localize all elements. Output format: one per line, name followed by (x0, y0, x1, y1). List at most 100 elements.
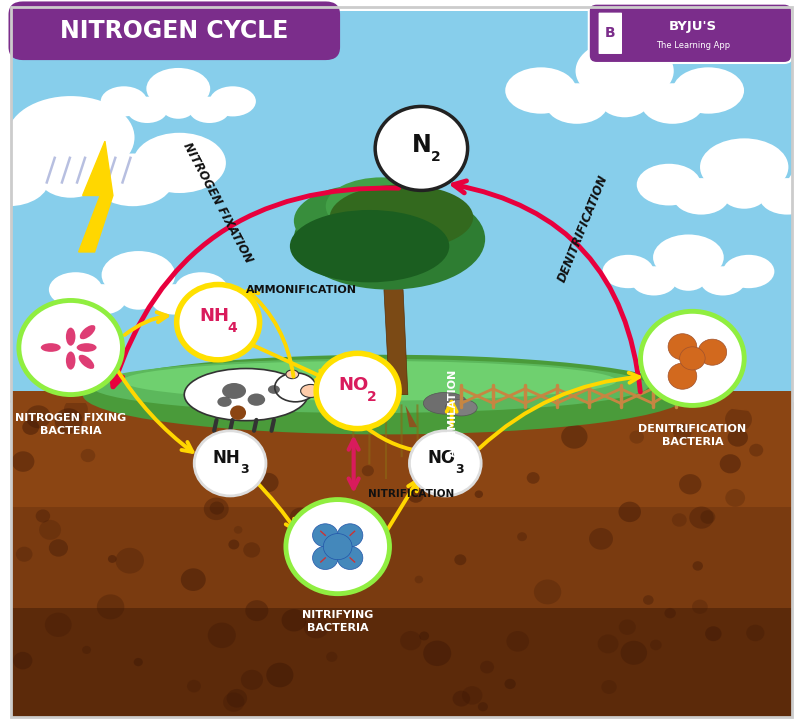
Ellipse shape (41, 343, 61, 352)
Circle shape (690, 507, 714, 529)
Circle shape (49, 539, 68, 557)
Ellipse shape (82, 355, 689, 434)
Circle shape (12, 451, 34, 472)
Circle shape (621, 641, 647, 665)
Circle shape (338, 523, 363, 547)
Polygon shape (78, 141, 113, 252)
Ellipse shape (602, 255, 654, 288)
Polygon shape (384, 290, 408, 395)
Circle shape (668, 334, 697, 360)
Circle shape (589, 528, 613, 550)
Circle shape (478, 702, 488, 711)
Circle shape (115, 548, 144, 573)
Ellipse shape (248, 394, 265, 405)
Ellipse shape (286, 370, 298, 379)
Circle shape (517, 532, 527, 542)
Ellipse shape (90, 359, 649, 413)
Circle shape (316, 353, 399, 429)
Circle shape (673, 424, 692, 440)
Circle shape (423, 641, 451, 666)
Bar (11, 608, 792, 717)
Ellipse shape (642, 83, 704, 124)
Circle shape (454, 555, 466, 565)
Text: ASSIMILATION: ASSIMILATION (448, 369, 458, 457)
Circle shape (82, 646, 91, 654)
Circle shape (641, 311, 744, 405)
Circle shape (679, 474, 702, 494)
Circle shape (506, 631, 529, 652)
Circle shape (194, 431, 266, 496)
Circle shape (749, 444, 763, 457)
Ellipse shape (133, 132, 226, 193)
Circle shape (97, 594, 124, 619)
Circle shape (565, 404, 584, 421)
Ellipse shape (268, 385, 280, 394)
Circle shape (534, 579, 562, 605)
Ellipse shape (122, 361, 617, 401)
Text: NO: NO (338, 376, 369, 394)
Circle shape (36, 510, 50, 523)
Circle shape (243, 542, 260, 557)
Text: NITROGEN FIXATION: NITROGEN FIXATION (181, 140, 255, 265)
Ellipse shape (326, 177, 438, 235)
Ellipse shape (146, 68, 210, 109)
Circle shape (223, 692, 244, 712)
Ellipse shape (700, 266, 746, 295)
Circle shape (241, 670, 263, 690)
Text: NITRIFICATION: NITRIFICATION (368, 489, 454, 499)
Polygon shape (406, 405, 418, 427)
Bar (11, 507, 792, 623)
Ellipse shape (637, 164, 701, 206)
Circle shape (282, 609, 306, 631)
Circle shape (665, 608, 676, 618)
Circle shape (462, 686, 482, 704)
Circle shape (619, 620, 636, 635)
Text: The Learning App: The Learning App (656, 41, 730, 50)
Text: DENITRIFICATION: DENITRIFICATION (556, 172, 610, 284)
Circle shape (484, 403, 495, 413)
Circle shape (375, 106, 468, 190)
Bar (11, 391, 792, 521)
Text: 3: 3 (455, 463, 464, 476)
Circle shape (181, 568, 206, 591)
Ellipse shape (120, 286, 157, 310)
Circle shape (480, 661, 494, 673)
Circle shape (208, 623, 236, 648)
Ellipse shape (0, 153, 49, 206)
Text: AMMONIFICATION: AMMONIFICATION (246, 285, 357, 295)
Circle shape (419, 631, 429, 641)
Circle shape (19, 300, 122, 395)
Circle shape (187, 680, 201, 692)
Circle shape (45, 613, 72, 637)
Circle shape (246, 600, 268, 621)
Circle shape (294, 410, 317, 431)
Circle shape (64, 398, 88, 421)
Circle shape (727, 428, 748, 447)
Ellipse shape (218, 397, 232, 407)
FancyBboxPatch shape (589, 4, 792, 63)
Circle shape (453, 691, 470, 707)
Circle shape (561, 425, 587, 449)
Ellipse shape (575, 39, 674, 103)
Circle shape (304, 615, 329, 639)
Text: NO: NO (427, 449, 455, 466)
Circle shape (400, 631, 422, 650)
Ellipse shape (653, 235, 724, 280)
Ellipse shape (79, 284, 126, 314)
Ellipse shape (506, 67, 577, 114)
Circle shape (700, 510, 715, 524)
Circle shape (746, 625, 765, 641)
Circle shape (408, 489, 423, 502)
Text: 2: 2 (367, 390, 377, 404)
Ellipse shape (49, 272, 102, 307)
Circle shape (698, 339, 726, 365)
Circle shape (230, 405, 246, 420)
Ellipse shape (274, 373, 316, 402)
Circle shape (474, 490, 483, 498)
Circle shape (726, 489, 745, 507)
Circle shape (234, 526, 242, 534)
Ellipse shape (290, 210, 450, 282)
Circle shape (618, 502, 641, 522)
Ellipse shape (446, 400, 477, 416)
Ellipse shape (294, 188, 485, 290)
